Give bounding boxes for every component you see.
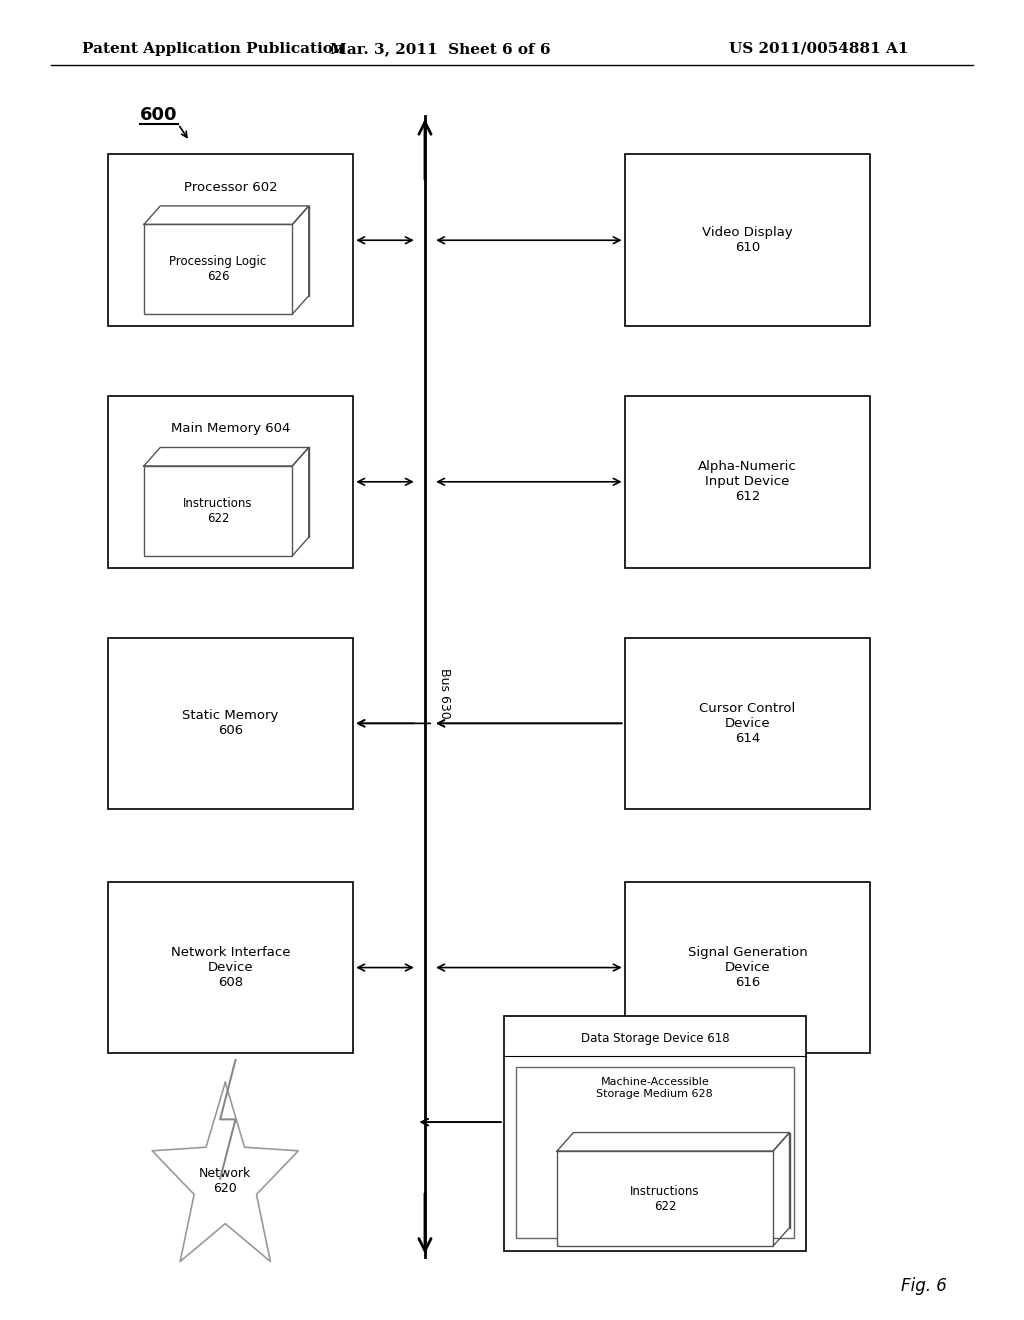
Text: Processor 602: Processor 602 <box>183 181 278 194</box>
FancyBboxPatch shape <box>108 396 353 568</box>
Text: Bus 630: Bus 630 <box>438 668 452 718</box>
FancyBboxPatch shape <box>108 638 353 809</box>
FancyBboxPatch shape <box>108 882 353 1053</box>
Text: Static Memory
606: Static Memory 606 <box>182 709 279 738</box>
FancyBboxPatch shape <box>625 154 870 326</box>
FancyBboxPatch shape <box>625 638 870 809</box>
Text: 600: 600 <box>140 106 178 124</box>
FancyBboxPatch shape <box>625 396 870 568</box>
Text: Network Interface
Device
608: Network Interface Device 608 <box>171 946 290 989</box>
Text: Mar. 3, 2011  Sheet 6 of 6: Mar. 3, 2011 Sheet 6 of 6 <box>330 42 551 55</box>
FancyBboxPatch shape <box>504 1016 806 1251</box>
Text: US 2011/0054881 A1: US 2011/0054881 A1 <box>729 42 909 55</box>
Text: Network
620: Network 620 <box>199 1167 252 1196</box>
Text: Instructions
622: Instructions 622 <box>631 1184 699 1213</box>
Text: Main Memory 604: Main Memory 604 <box>171 422 290 436</box>
Text: Cursor Control
Device
614: Cursor Control Device 614 <box>699 702 796 744</box>
FancyBboxPatch shape <box>143 466 293 556</box>
FancyBboxPatch shape <box>143 224 293 314</box>
FancyBboxPatch shape <box>625 882 870 1053</box>
Text: Data Storage Device 618: Data Storage Device 618 <box>581 1032 729 1045</box>
Text: Patent Application Publication: Patent Application Publication <box>82 42 344 55</box>
FancyBboxPatch shape <box>108 154 353 326</box>
Text: Signal Generation
Device
616: Signal Generation Device 616 <box>688 946 807 989</box>
FancyBboxPatch shape <box>557 1151 773 1246</box>
Text: Video Display
610: Video Display 610 <box>702 226 793 255</box>
Text: Alpha-Numeric
Input Device
612: Alpha-Numeric Input Device 612 <box>698 461 797 503</box>
Text: Machine-Accessible
Storage Medium 628: Machine-Accessible Storage Medium 628 <box>596 1077 714 1098</box>
FancyBboxPatch shape <box>516 1067 794 1238</box>
Text: Processing Logic
626: Processing Logic 626 <box>170 255 266 284</box>
Text: Fig. 6: Fig. 6 <box>901 1276 947 1295</box>
Text: Instructions
622: Instructions 622 <box>183 496 253 525</box>
